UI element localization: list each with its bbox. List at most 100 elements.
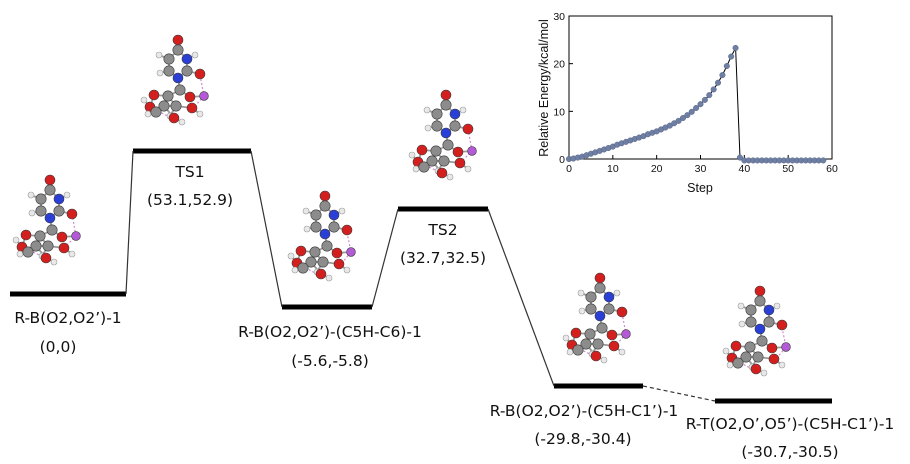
label-rb1-energy: (0,0) (40, 338, 77, 356)
label-ts1-name: TS1 (174, 163, 204, 181)
molecule-rbc6 (287, 190, 356, 282)
y-tick-label: 0 (559, 154, 565, 166)
atom-o (590, 350, 602, 362)
atom-c (752, 351, 764, 363)
atom-h (446, 173, 454, 181)
label-ts2-name: TS2 (427, 221, 457, 239)
atom-h (600, 356, 608, 364)
molecule-rb1 (12, 174, 81, 266)
atom-h (191, 51, 199, 59)
label-rbc6-name: R-B(O2,O2’)-(C5H-C6)-1 (238, 323, 422, 341)
atom-b (621, 329, 631, 339)
atom-h (459, 106, 467, 114)
atom-h (302, 207, 310, 215)
atom-c (328, 221, 340, 233)
atom-c (732, 357, 744, 369)
atom-c (317, 256, 329, 268)
energy-series-line (568, 45, 824, 161)
atom-c (181, 65, 193, 77)
atom-h (408, 151, 416, 159)
atom-c (585, 303, 597, 315)
atom-h (562, 334, 570, 342)
atom-b (346, 247, 356, 257)
atom-h (778, 361, 786, 369)
atom-o (594, 272, 606, 284)
atom-c (763, 316, 775, 328)
atom-o (341, 224, 353, 236)
energy-point (736, 154, 743, 161)
atom-c (162, 90, 174, 102)
molecule-rbc1 (562, 272, 631, 364)
atom-o (148, 89, 160, 101)
atom-h (16, 250, 24, 258)
atom-o (462, 123, 474, 135)
atom-h (412, 165, 420, 173)
atom-h (566, 348, 574, 356)
atom-c (46, 224, 58, 236)
atom-o (20, 229, 32, 241)
inset-plot-frame (568, 15, 833, 160)
energy-point (684, 112, 691, 119)
atom-o (319, 190, 331, 202)
atom-n (594, 310, 606, 322)
atom-c (30, 240, 42, 252)
atom-h (325, 274, 333, 282)
atom-c (440, 99, 452, 111)
atom-c (756, 335, 768, 347)
atom-h (726, 361, 734, 369)
label-rbc6-energy: (-5.6,-5.8) (291, 352, 369, 370)
atom-h (196, 110, 204, 118)
atom-c (580, 338, 592, 350)
atom-o (44, 174, 56, 186)
atom-c (22, 246, 34, 258)
atom-o (416, 144, 428, 156)
atom-o (40, 252, 52, 264)
atom-h (12, 236, 20, 244)
label-rbc1-energy: (-29.8,-30.4) (534, 430, 631, 448)
atom-h (577, 289, 585, 297)
atom-c (172, 44, 184, 56)
atom-c (170, 100, 182, 112)
atom-o (333, 258, 345, 270)
atom-o (186, 102, 198, 114)
reaction-path (125, 150, 716, 402)
atom-n (172, 72, 184, 84)
atom-o (454, 157, 466, 169)
energy-point (719, 72, 726, 79)
atom-o (295, 245, 307, 257)
atom-h (343, 266, 351, 274)
inset-energy-chart: 0 10 20 30 40 50 60 0 10 20 30 Step Relative Energ… (537, 11, 838, 195)
atom-n (754, 323, 766, 335)
atom-c (163, 53, 175, 65)
connector-rbc6-ts2 (371, 208, 399, 308)
atom-h (50, 258, 58, 266)
connector-ts2-rbc1 (487, 208, 555, 387)
atom-c (745, 316, 757, 328)
connector-rb1-ts1 (125, 150, 134, 295)
inset-ticks: 0 10 20 30 40 50 60 0 10 20 30 (553, 11, 838, 175)
state-labels: R-B(O2,O2’)-1 (0,0) TS1 (53.1,52.9) R-B(… (14, 163, 894, 461)
atom-c (594, 282, 606, 294)
atom-n (763, 304, 775, 316)
atom-o (452, 146, 464, 158)
atom-h (178, 118, 186, 126)
atom-h (63, 191, 71, 199)
molecule-rt (722, 285, 791, 377)
atom-c (53, 205, 65, 217)
atom-c (426, 155, 438, 167)
atom-h (155, 51, 163, 59)
atom-c (321, 240, 333, 252)
atom-o (184, 91, 196, 103)
atom-c (35, 193, 47, 205)
hydrogen-bond (459, 150, 473, 164)
connector-rbc1-rt (642, 385, 716, 402)
atom-c (431, 108, 443, 120)
energy-point (693, 104, 700, 111)
atom-c (431, 120, 443, 132)
atom-c (740, 351, 752, 363)
atom-o (750, 363, 762, 375)
energy-point (697, 101, 704, 108)
atom-c (584, 328, 596, 340)
atom-h (423, 106, 431, 114)
atom-o (776, 319, 788, 331)
